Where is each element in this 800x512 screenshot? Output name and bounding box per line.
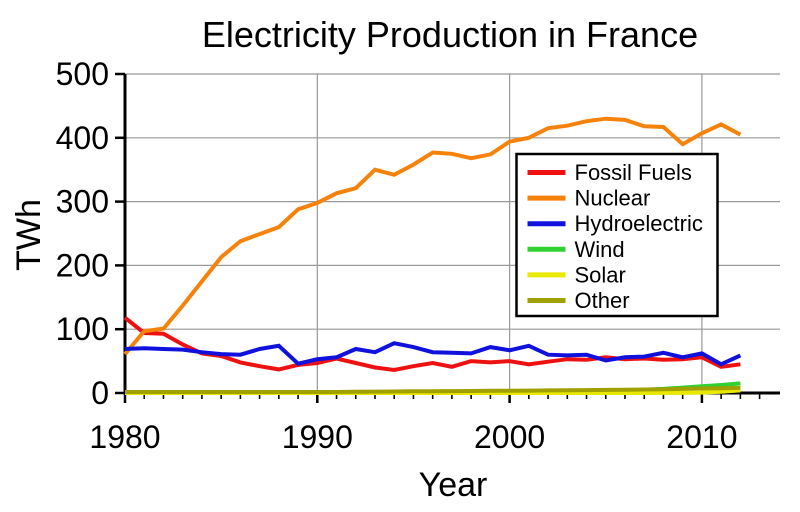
series-line-hydroelectric <box>124 341 742 367</box>
chart-title: Electricity Production in France <box>202 14 698 55</box>
legend-item-solar: Solar <box>527 262 626 287</box>
gridlines <box>125 73 780 393</box>
legend-label-other: Other <box>575 288 630 313</box>
legend-label-fossil-fuels: Fossil Fuels <box>575 160 692 185</box>
series-line-other <box>125 385 741 394</box>
legend-label-wind: Wind <box>575 237 625 262</box>
y-tick-label-500: 500 <box>56 56 109 92</box>
legend-item-fossil-fuels: Fossil Fuels <box>527 160 692 185</box>
series-line-fossil-fuels <box>123 316 741 373</box>
legend-label-nuclear: Nuclear <box>575 186 651 211</box>
tick-labels: 0 100 200 300 400 500 1980 1990 2000 2010 <box>56 56 738 455</box>
x-tick-label-2000: 2000 <box>474 419 545 455</box>
series-line-nuclear <box>123 116 742 356</box>
y-tick-label-200: 200 <box>56 247 109 283</box>
legend-box <box>515 152 719 318</box>
x-tick-label-1980: 1980 <box>89 419 160 455</box>
y-tick-label-100: 100 <box>56 311 109 347</box>
legend: Fossil FuelsNuclearHydroelectricWindSola… <box>515 152 719 318</box>
legend-item-wind: Wind <box>527 237 625 262</box>
y-tick-label-400: 400 <box>56 120 109 156</box>
x-tick-label-2010: 2010 <box>666 419 737 455</box>
legend-label-solar: Solar <box>575 262 626 287</box>
data-series <box>123 116 742 395</box>
x-axis-label: Year <box>419 466 488 504</box>
legend-label-hydroelectric: Hydroelectric <box>575 211 703 236</box>
y-tick-label-0: 0 <box>91 375 109 411</box>
x-tick-label-1990: 1990 <box>282 419 353 455</box>
legend-item-other: Other <box>527 288 630 313</box>
y-tick-label-300: 300 <box>56 184 109 220</box>
axis-ticks <box>115 72 761 403</box>
y-axis-label: TWh <box>10 199 48 271</box>
legend-item-hydroelectric: Hydroelectric <box>527 211 703 236</box>
legend-item-nuclear: Nuclear <box>527 186 651 211</box>
